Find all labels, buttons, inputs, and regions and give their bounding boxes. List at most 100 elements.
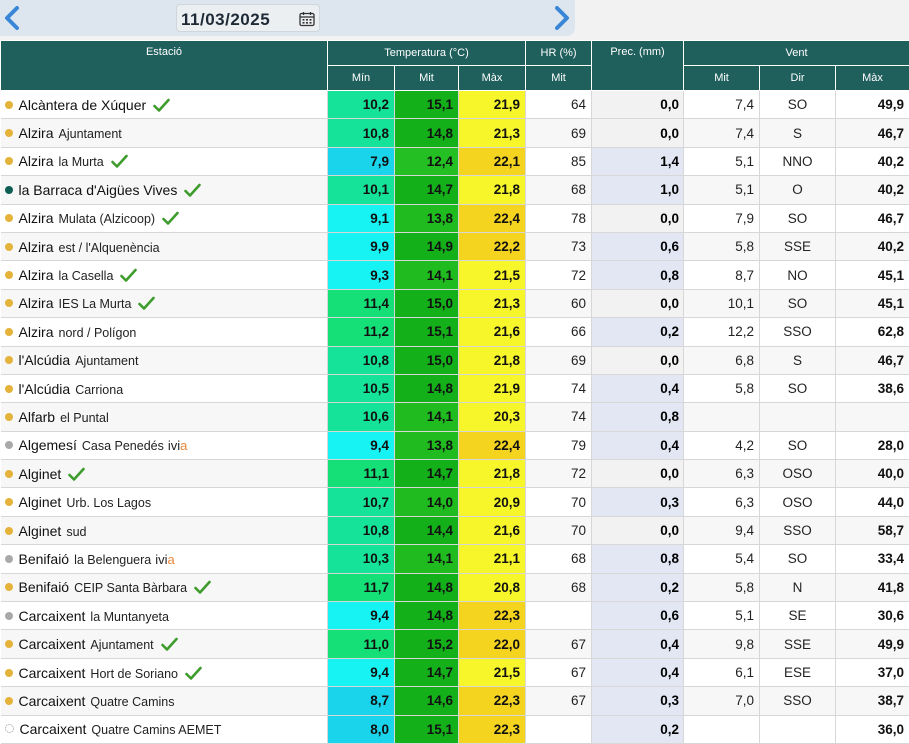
station-name[interactable]: Carcaixent [19, 608, 86, 624]
col-header-temp-min[interactable]: Mín [328, 66, 395, 91]
prec-cell: 0,0 [592, 289, 684, 317]
station-name[interactable]: la Barraca d'Aigües Vives [19, 182, 178, 198]
temp-max-cell: 21,1 [459, 545, 526, 573]
col-header-hr[interactable]: HR (%) [526, 41, 592, 66]
col-header-prec[interactable]: Prec. (mm) [592, 41, 684, 91]
station-name[interactable]: Alzira [19, 267, 54, 283]
station-name[interactable]: Benifaió [19, 579, 70, 595]
station-name[interactable]: Carcaixent [19, 636, 86, 652]
prec-cell: 0,0 [592, 204, 684, 232]
col-header-wind-dir[interactable]: Dir [760, 66, 836, 91]
temp-mit-cell: 14,8 [395, 573, 459, 601]
temp-max-cell: 22,3 [459, 687, 526, 715]
station-cell[interactable]: la Barraca d'Aigües Vives [1, 176, 328, 204]
station-name[interactable]: Carcaixent [19, 665, 86, 681]
prec-cell: 0,4 [592, 630, 684, 658]
station-cell[interactable]: Alginet [1, 460, 328, 488]
station-name[interactable]: Carcaixent [20, 721, 87, 737]
col-header-hr-mit[interactable]: Mit [526, 66, 592, 91]
station-name[interactable]: Benifaió [19, 551, 70, 567]
station-name[interactable]: Alzira [19, 239, 54, 255]
chevron-right-icon[interactable] [548, 4, 576, 32]
temp-max-cell: 22,1 [459, 147, 526, 175]
station-name[interactable]: l'Alcúdia [19, 381, 71, 397]
station-name[interactable]: Alzira [19, 324, 54, 340]
station-name[interactable]: Alcàntera de Xúquer [19, 97, 147, 113]
station-name[interactable]: Alzira [19, 295, 54, 311]
prec-cell: 0,0 [592, 516, 684, 544]
col-header-wind-max[interactable]: Màx [836, 66, 909, 91]
chevron-left-icon[interactable] [0, 4, 28, 32]
station-cell[interactable]: Alzira la Murta [1, 147, 328, 175]
calendar-icon[interactable] [299, 11, 315, 27]
station-name[interactable]: Alginet [19, 494, 62, 510]
station-name[interactable]: Algemesí [19, 437, 77, 453]
col-header-temp-mit[interactable]: Mit [395, 66, 459, 91]
station-name[interactable]: Alginet [19, 466, 62, 482]
station-name[interactable]: Alfarb [19, 409, 56, 425]
station-name[interactable]: Alzira [19, 210, 54, 226]
station-name[interactable]: Alginet [19, 523, 62, 539]
col-header-wind[interactable]: Vent [684, 41, 909, 66]
hr-cell [526, 715, 592, 743]
station-name[interactable]: l'Alcúdia [19, 352, 71, 368]
hr-cell [526, 602, 592, 630]
col-header-wind-mit[interactable]: Mit [684, 66, 760, 91]
ivia-logo: ivia [155, 552, 175, 567]
station-name[interactable]: Alzira [19, 153, 54, 169]
station-location: la Murta [59, 155, 104, 169]
date-picker[interactable]: 11/03/2025 [176, 4, 320, 32]
station-cell[interactable]: Alcàntera de Xúquer [1, 91, 328, 119]
wind-max-cell: 46,7 [836, 204, 909, 232]
station-name[interactable]: Carcaixent [19, 693, 86, 709]
temp-max-cell: 21,3 [459, 289, 526, 317]
station-name[interactable]: Alzira [19, 125, 54, 141]
col-header-temp-max[interactable]: Màx [459, 66, 526, 91]
wind-mit-cell: 9,8 [684, 630, 760, 658]
col-header-temperature[interactable]: Temperatura (°C) [328, 41, 526, 66]
col-header-station[interactable]: Estació [1, 41, 328, 91]
